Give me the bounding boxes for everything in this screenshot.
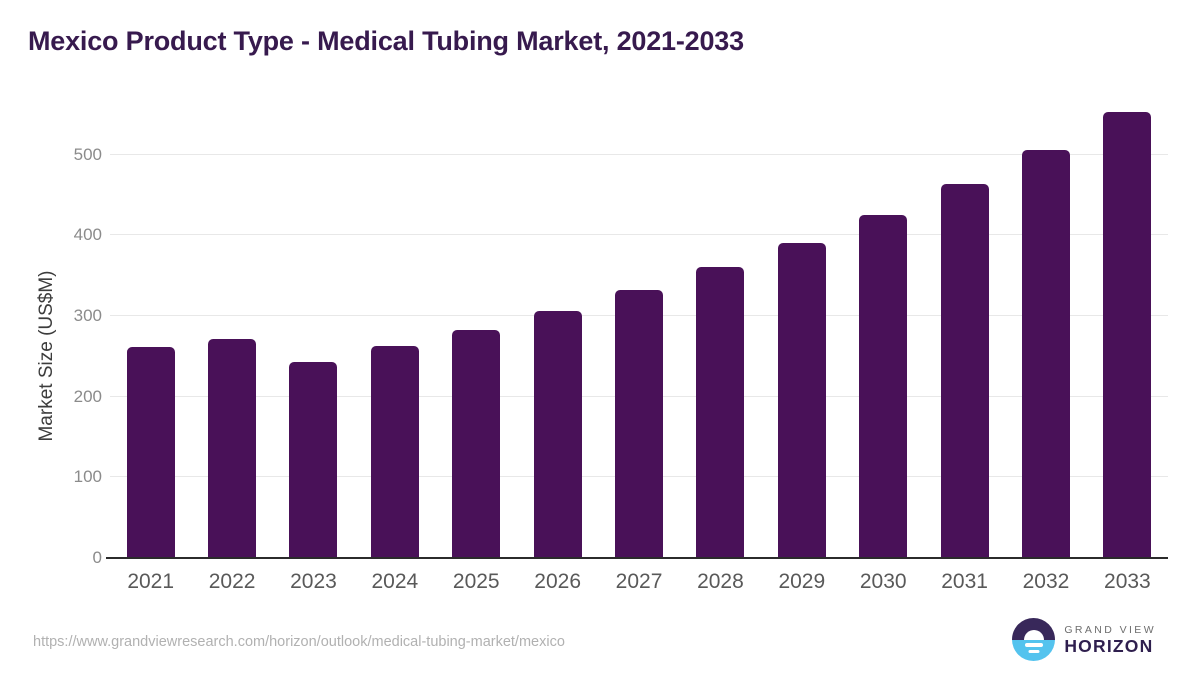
sun-reflection-line-1 bbox=[1024, 643, 1043, 647]
x-tick-2025: 2025 bbox=[452, 570, 500, 593]
grand-view-horizon-logo: GRAND VIEW HORIZON bbox=[1012, 618, 1156, 661]
bar-2023 bbox=[289, 361, 338, 558]
bar-2027 bbox=[615, 290, 664, 558]
bar-2032 bbox=[1021, 149, 1070, 558]
bar-2025 bbox=[452, 329, 501, 558]
y-tick-200: 200 bbox=[73, 386, 102, 406]
page-title: Mexico Product Type - Medical Tubing Mar… bbox=[28, 26, 744, 56]
logo-horizon-label: HORIZON bbox=[1064, 635, 1154, 656]
y-tick-400: 400 bbox=[73, 225, 102, 245]
y-tick-100: 100 bbox=[73, 467, 102, 487]
x-tick-2027: 2027 bbox=[615, 570, 663, 593]
bar-slot-2030 bbox=[843, 98, 924, 558]
sun-glyph bbox=[1023, 629, 1044, 640]
bar-slot-2029 bbox=[761, 98, 842, 558]
bar-2021 bbox=[126, 347, 175, 558]
bar-slot-2032 bbox=[1005, 98, 1086, 558]
bar-2022 bbox=[208, 339, 257, 558]
bar-2028 bbox=[696, 266, 745, 558]
bar-2029 bbox=[777, 243, 826, 558]
bar-slot-2021 bbox=[110, 98, 191, 558]
bar-2026 bbox=[533, 311, 582, 558]
x-tick-2026: 2026 bbox=[534, 570, 581, 593]
bar-slot-2028 bbox=[680, 98, 761, 558]
source-url: https://www.grandviewresearch.com/horizo… bbox=[33, 634, 565, 650]
bar-2030 bbox=[859, 215, 908, 558]
y-tick-300: 300 bbox=[73, 305, 102, 325]
x-tick-2031: 2031 bbox=[941, 570, 988, 593]
horizon-sky-half bbox=[1012, 618, 1056, 640]
horizon-sun-icon bbox=[1012, 618, 1056, 661]
bar-slot-2025 bbox=[436, 98, 517, 558]
x-tick-2033: 2033 bbox=[1104, 570, 1151, 593]
logo-text: GRAND VIEW HORIZON bbox=[1064, 624, 1156, 656]
bar-2024 bbox=[370, 345, 419, 558]
x-tick-2032: 2032 bbox=[1022, 570, 1070, 593]
bar-series bbox=[110, 98, 1168, 558]
bar-slot-2026 bbox=[517, 98, 598, 558]
y-axis-title: Market Size (US$M) bbox=[36, 270, 57, 442]
y-tick-0: 0 bbox=[92, 548, 102, 567]
bar-slot-2031 bbox=[924, 98, 1005, 558]
bar-slot-2023 bbox=[273, 98, 354, 558]
bar-slot-2024 bbox=[354, 98, 435, 558]
gridline-400 bbox=[110, 234, 1168, 236]
x-tick-2022: 2022 bbox=[208, 570, 256, 593]
bar-2031 bbox=[940, 184, 989, 558]
logo-grand-view-label: GRAND VIEW bbox=[1064, 623, 1156, 636]
gridline-500 bbox=[110, 153, 1168, 155]
bar-2033 bbox=[1103, 111, 1152, 558]
bar-slot-2033 bbox=[1087, 98, 1168, 558]
y-tick-500: 500 bbox=[73, 144, 102, 164]
bar-slot-2022 bbox=[191, 98, 272, 558]
x-tick-2029: 2029 bbox=[778, 570, 826, 593]
sun-reflection-line-2 bbox=[1028, 650, 1040, 653]
x-axis-line bbox=[106, 557, 1168, 559]
x-tick-2028: 2028 bbox=[697, 570, 744, 593]
x-tick-2030: 2030 bbox=[859, 570, 907, 593]
x-tick-2024: 2024 bbox=[371, 570, 419, 593]
x-axis-tick-labels: 2021 2022 2023 2024 2025 2026 2027 2028 2029 2030… bbox=[110, 570, 1168, 594]
bar-slot-2027 bbox=[598, 98, 679, 558]
plot-area bbox=[106, 98, 1168, 559]
y-axis-tick-labels: 0 100 200 300 400 500 bbox=[58, 98, 102, 567]
x-tick-2021: 2021 bbox=[127, 570, 175, 593]
x-tick-2023: 2023 bbox=[290, 570, 337, 593]
